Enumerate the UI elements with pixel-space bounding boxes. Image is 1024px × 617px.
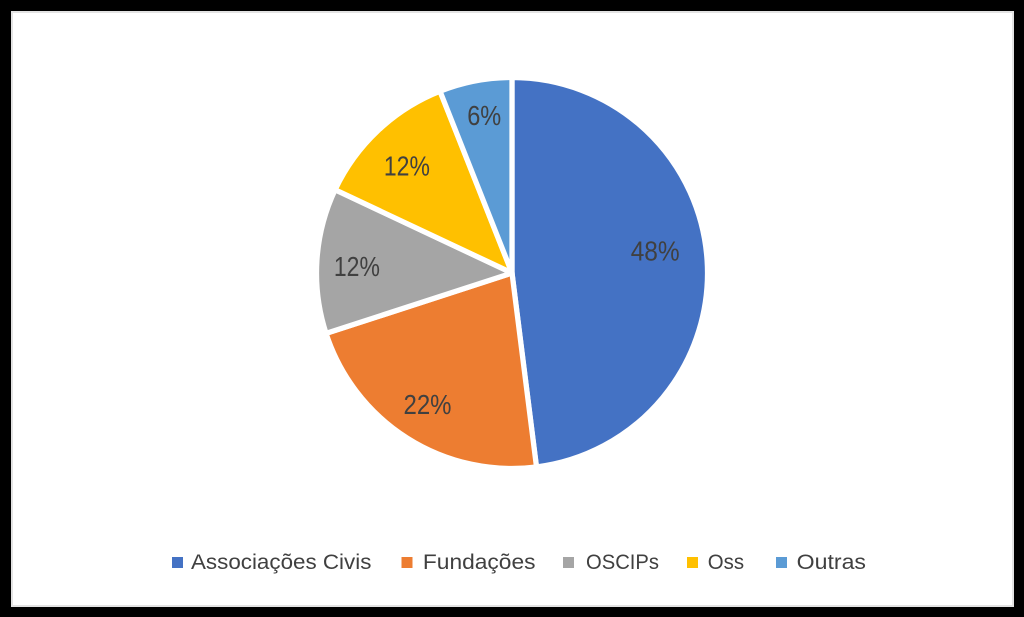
svg-text:OSCIPs: OSCIPs [586,551,659,574]
svg-text:12%: 12% [384,151,430,182]
svg-text:Outras: Outras [797,551,866,574]
svg-text:22%: 22% [404,389,452,420]
svg-text:Associações Civis: Associações Civis [191,551,371,574]
svg-text:48%: 48% [631,236,680,267]
svg-text:6%: 6% [467,100,501,131]
svg-text:12%: 12% [334,251,380,282]
svg-text:Fundações: Fundações [423,551,536,574]
svg-text:Oss: Oss [708,551,744,574]
